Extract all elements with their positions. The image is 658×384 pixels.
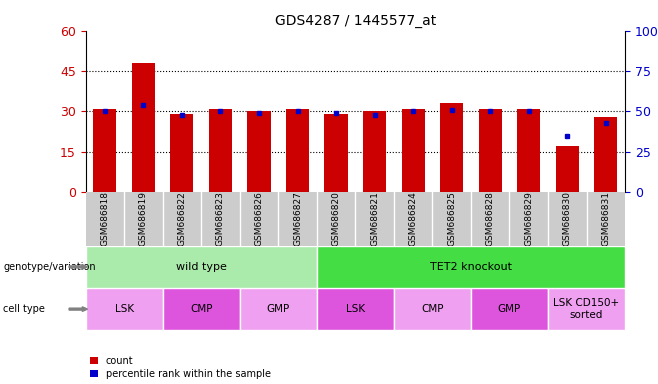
Bar [86, 288, 163, 330]
Bar [93, 109, 116, 192]
Bar [556, 146, 579, 192]
Text: GMP: GMP [498, 304, 521, 314]
Text: GSM686823: GSM686823 [216, 192, 225, 246]
Bar [401, 109, 424, 192]
Bar [286, 109, 309, 192]
Legend: count, percentile rank within the sample: count, percentile rank within the sample [90, 356, 271, 379]
Text: TET2 knockout: TET2 knockout [430, 262, 512, 272]
Bar [170, 114, 193, 192]
Bar [86, 246, 316, 288]
Text: genotype/variation: genotype/variation [3, 262, 96, 272]
Text: GSM686822: GSM686822 [178, 192, 186, 246]
Text: wild type: wild type [176, 262, 226, 272]
Text: CMP: CMP [190, 304, 213, 314]
Bar [478, 109, 502, 192]
Bar [594, 117, 617, 192]
Bar [548, 288, 625, 330]
Text: LSK: LSK [345, 304, 365, 314]
Text: GSM686826: GSM686826 [255, 192, 263, 246]
Text: LSK: LSK [114, 304, 134, 314]
Text: CMP: CMP [421, 304, 443, 314]
Bar [324, 114, 347, 192]
Text: GSM686821: GSM686821 [370, 192, 379, 246]
Text: GSM686831: GSM686831 [601, 191, 611, 247]
Bar [247, 111, 270, 192]
Bar [517, 109, 540, 192]
Bar [132, 63, 155, 192]
Text: GSM686818: GSM686818 [100, 191, 109, 247]
Text: cell type: cell type [3, 304, 45, 314]
Bar [440, 103, 463, 192]
Text: GMP: GMP [266, 304, 290, 314]
Bar [209, 109, 232, 192]
Text: GSM686829: GSM686829 [524, 192, 533, 246]
Text: GSM686825: GSM686825 [447, 192, 456, 246]
Bar [316, 246, 625, 288]
Bar [240, 288, 316, 330]
Bar [163, 288, 240, 330]
Bar [471, 288, 548, 330]
Text: GSM686827: GSM686827 [293, 192, 302, 246]
Text: LSK CD150+
sorted: LSK CD150+ sorted [553, 298, 620, 320]
Bar [316, 288, 394, 330]
Text: GSM686828: GSM686828 [486, 192, 495, 246]
Bar [363, 111, 386, 192]
Text: GSM686820: GSM686820 [332, 192, 341, 246]
Text: GSM686819: GSM686819 [139, 191, 148, 247]
Bar [394, 288, 471, 330]
Text: GSM686824: GSM686824 [409, 192, 418, 246]
Text: GSM686830: GSM686830 [563, 191, 572, 247]
Title: GDS4287 / 1445577_at: GDS4287 / 1445577_at [274, 14, 436, 28]
